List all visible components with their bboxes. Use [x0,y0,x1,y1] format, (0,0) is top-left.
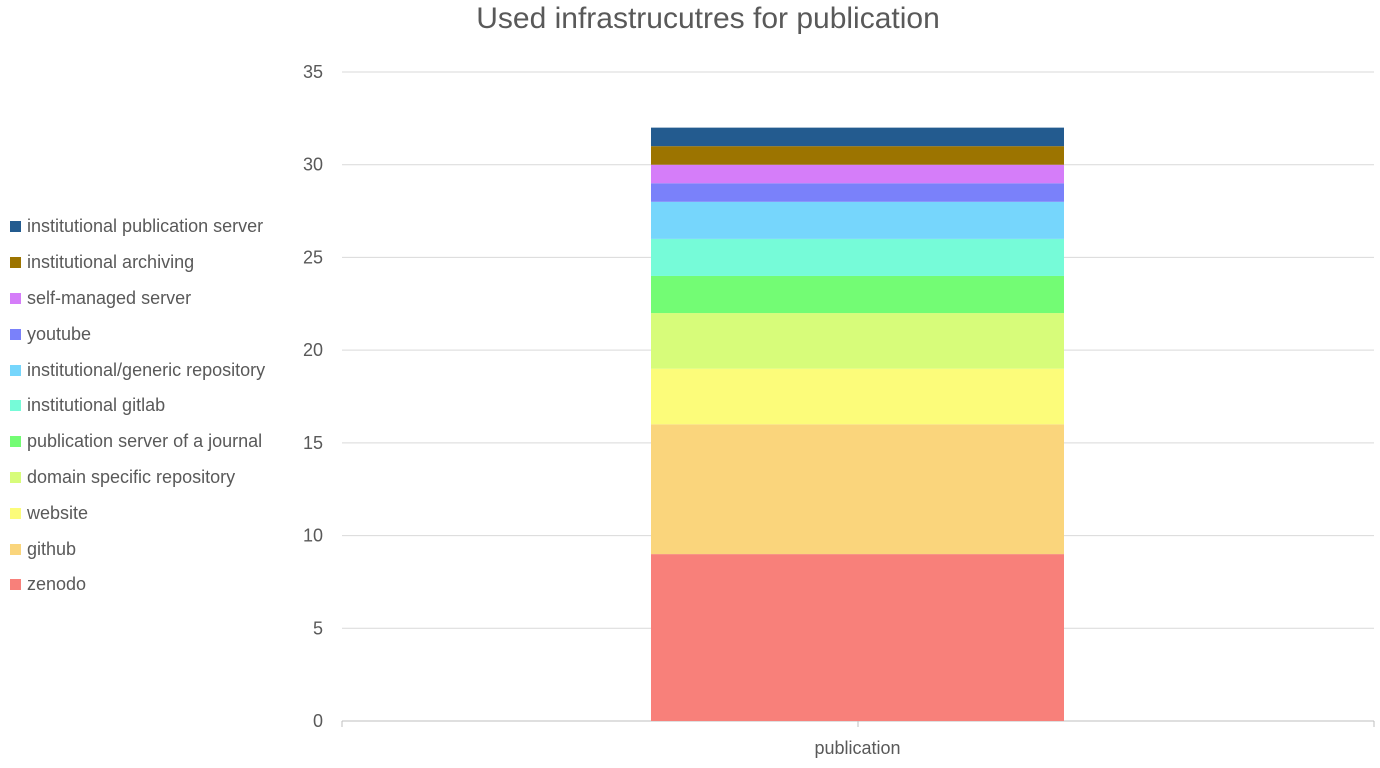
legend-item: publication server of a journal [10,424,310,460]
bar-segment-youtube [651,183,1064,202]
y-tick-label: 15 [303,433,323,453]
legend-swatch [10,292,21,304]
bar-segment-institutional-gitlab [651,238,1064,276]
y-tick-label: 25 [303,247,323,267]
bar-segment-publication-server-of-a-journal [651,275,1064,314]
legend-swatch [10,471,21,483]
legend-item: website [10,495,310,531]
legend-item: zenodo [10,567,310,603]
legend-label: zenodo [27,574,87,595]
legend-label: self-managed server [27,287,192,308]
legend-item: institutional publication server [10,209,310,245]
legend-label: website [27,502,89,523]
bar-segment-domain-specific-repository [651,313,1064,369]
legend-item: self-managed server [10,281,310,317]
legend-item: domain specific repository [10,460,310,496]
legend-label: publication server of a journal [27,431,263,452]
bar-segment-website [651,368,1064,425]
bar-segment-institutional-archiving [651,146,1064,165]
legend-label: institutional/generic repository [27,359,266,380]
legend-swatch [10,328,21,340]
legend-item: institutional archiving [10,245,310,281]
legend-label: institutional archiving [27,252,195,273]
legend-item: youtube [10,316,310,352]
y-tick-label: 35 [303,62,323,82]
legend-swatch [10,400,21,412]
legend-label: institutional gitlab [27,395,166,416]
x-tick-label: publication [814,738,900,758]
bar-segment-institutional-generic-repository [651,201,1064,239]
legend-swatch [10,507,21,519]
legend-swatch [10,364,21,376]
legend: institutional publication server institut… [10,209,310,603]
legend-label: domain specific repository [27,466,236,487]
legend-item: github [10,531,310,567]
y-tick-label: 5 [313,618,323,638]
legend-item: institutional gitlab [10,388,310,424]
legend-label: institutional publication server [27,216,264,237]
bar-segment-self-managed-server [651,164,1064,184]
bar-segment-github [651,424,1064,555]
chart-title: Used infrastrucutres for publication [476,2,940,35]
legend-swatch [10,257,21,269]
y-tick-label: 20 [303,340,323,360]
y-tick-label: 0 [313,711,323,731]
legend-swatch [10,543,21,555]
legend-swatch [10,579,21,591]
bar-segment-institutional-publication-server [651,127,1064,147]
legend-swatch [10,436,21,448]
bar-segment-zenodo [651,554,1064,721]
y-tick-label: 10 [303,526,323,546]
y-tick-label: 30 [303,155,323,175]
legend-item: institutional/generic repository [10,352,310,388]
legend-label: github [27,538,77,559]
legend-swatch [10,221,21,233]
legend-label: youtube [27,323,92,344]
